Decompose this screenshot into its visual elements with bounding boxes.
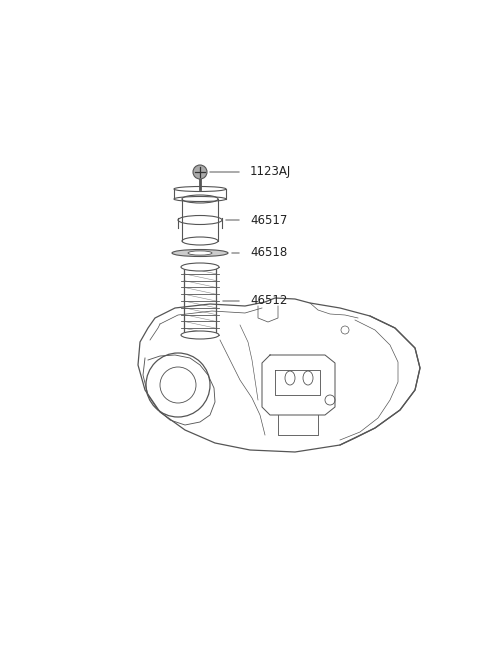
- Circle shape: [193, 165, 207, 179]
- Ellipse shape: [172, 250, 228, 257]
- Ellipse shape: [181, 331, 219, 339]
- Ellipse shape: [181, 263, 219, 271]
- Text: 1123AJ: 1123AJ: [250, 166, 291, 179]
- Text: 46517: 46517: [250, 214, 288, 227]
- Text: 46518: 46518: [250, 246, 287, 259]
- Text: 46512: 46512: [250, 295, 288, 307]
- Ellipse shape: [188, 251, 212, 255]
